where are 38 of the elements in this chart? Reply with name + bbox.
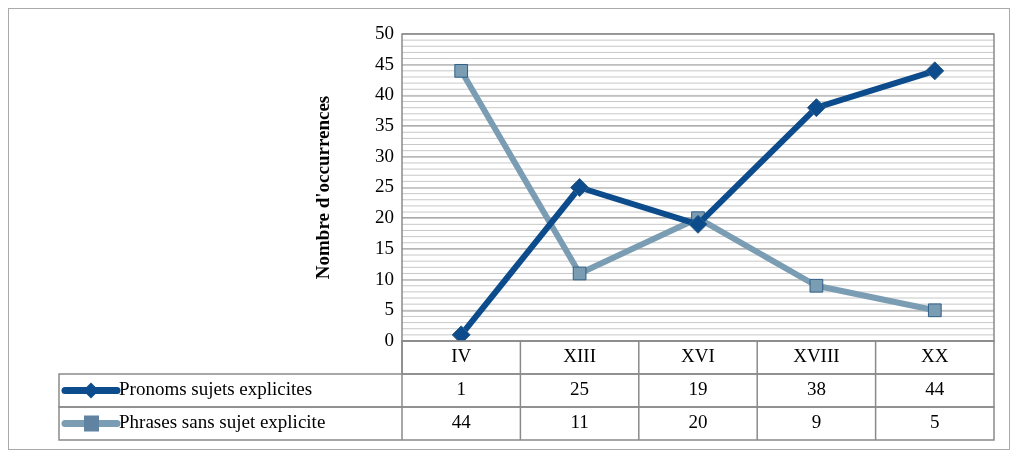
data-label: 19 (688, 378, 708, 400)
point (454, 63, 469, 78)
y-tick-label: 30 (375, 144, 394, 166)
y-tick-label: 0 (384, 328, 394, 350)
y-axis-title: Nombre d'occurrences (312, 95, 334, 280)
x-tick-label: XIII (563, 345, 596, 367)
data-label: 5 (930, 411, 940, 433)
x-tick-label: XVI (681, 345, 715, 367)
x-tick-label: XX (921, 345, 949, 367)
point (925, 61, 945, 81)
y-tick-label: 35 (375, 114, 394, 136)
x-tick-label: XVIII (793, 345, 840, 367)
y-tick-label: 50 (375, 21, 394, 43)
y-tick-label: 25 (375, 175, 394, 197)
legend-label: Phrases sans sujet explicite (119, 411, 326, 433)
y-tick-label: 45 (375, 52, 394, 74)
data-label: 9 (811, 411, 822, 433)
data-label: 38 (806, 378, 826, 400)
y-tick-label: 15 (375, 236, 394, 258)
data-label: 11 (570, 411, 589, 433)
data-label: 44 (451, 411, 472, 433)
legend-label: Pronoms sujets explicites (119, 378, 313, 400)
y-tick-label: 10 (375, 267, 394, 289)
data-label: 44 (925, 378, 945, 400)
x-tick-label: IV (451, 345, 472, 367)
data-label: 1 (456, 378, 466, 400)
point (572, 266, 587, 281)
point (570, 178, 590, 197)
point (806, 98, 826, 118)
data-label: 20 (688, 411, 708, 433)
point (688, 214, 708, 234)
y-tick-label: 40 (375, 83, 394, 105)
data-label: 25 (570, 378, 590, 400)
point (809, 278, 824, 293)
point (451, 325, 471, 341)
y-tick-label: 5 (384, 298, 394, 320)
point (927, 303, 942, 318)
y-tick-label: 20 (375, 206, 394, 228)
